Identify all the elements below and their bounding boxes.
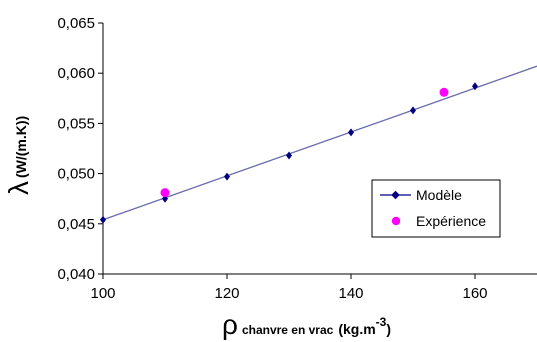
y-tick-label: 0,045 [57, 216, 95, 233]
x-axis-symbol: ρ [222, 309, 238, 340]
model-point [224, 172, 230, 181]
plot-series [100, 65, 537, 224]
x-axis-title: ρ chanvre en vrac (kg.m-3) [222, 309, 391, 340]
y-tick-label: 0,055 [57, 115, 95, 132]
y-axis-symbol: λ [3, 181, 34, 195]
x-tick-label: 160 [462, 285, 487, 302]
legend-box [371, 179, 501, 238]
x-axis-unit-suffix: ) [386, 321, 391, 337]
legend-model-marker [391, 190, 400, 200]
x-tick-label: 100 [90, 285, 115, 302]
y-axis-unit: (W/(m.K)) [13, 116, 29, 178]
model-point [100, 215, 106, 224]
x-axis-unit-exponent: -3 [376, 315, 387, 329]
svg-text:λ(W/(m.K)): λ (W/(m.K)) [3, 116, 34, 195]
y-tick-label: 0,050 [57, 166, 95, 183]
model-point [348, 128, 354, 137]
model-point [472, 82, 478, 91]
legend-experience-marker [391, 216, 401, 226]
legend-experience-label: Expérience [416, 213, 486, 229]
axes: 0,040 0,045 0,050 0,055 0,060 0,065 100 120 140 1… [57, 15, 537, 302]
experience-point [160, 188, 170, 198]
y-tick-label: 0,040 [57, 266, 95, 283]
model-point [410, 106, 416, 115]
x-axis-subscript: chanvre en vrac [242, 323, 334, 337]
y-tick-label: 0,060 [57, 65, 95, 82]
y-tick-label: 0,065 [57, 15, 95, 32]
model-line [102, 65, 537, 221]
experience-point [439, 87, 449, 97]
legend: Modèle Expérience [371, 179, 501, 238]
legend-model-label: Modèle [416, 187, 462, 203]
x-tick-label: 140 [338, 285, 363, 302]
model-point [286, 151, 292, 160]
x-axis-unit-prefix: (kg.m [338, 321, 375, 337]
x-tick-label: 120 [214, 285, 239, 302]
y-axis-title: λ (W/(m.K)) [3, 116, 34, 195]
